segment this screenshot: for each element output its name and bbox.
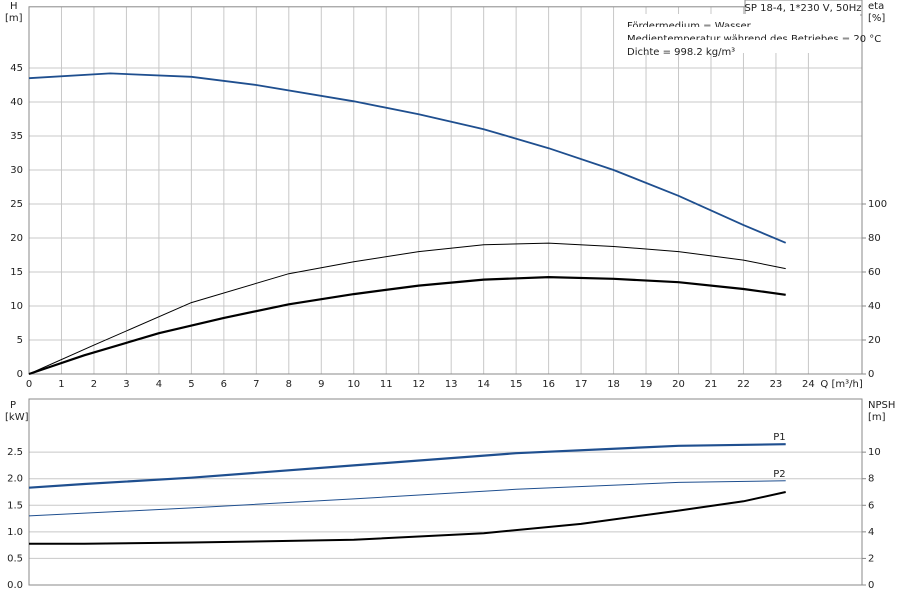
y2-tick-label: 4 [868,527,874,538]
y-tick-label: 25 [10,199,23,210]
x-tick-label: 8 [286,379,292,390]
y-tick-label: 0.5 [7,553,23,564]
x-tick-label: 14 [477,379,490,390]
curve [28,242,786,375]
y-tick-label: 0.0 [7,580,23,591]
y-tick-label: 0 [17,369,23,380]
x-tick-label: 0 [26,379,32,390]
y2-tick-label: 60 [868,267,881,278]
x-tick-label: 24 [802,379,815,390]
curve [28,443,786,489]
y2-tick-label: 8 [868,474,874,485]
y-tick-label: 2.5 [7,447,23,458]
x-tick-label: 9 [318,379,324,390]
plot-frame [28,6,863,375]
x-tick-label: 3 [123,379,129,390]
y2-tick-label: 6 [868,500,874,511]
x-tick-label: 4 [156,379,162,390]
series-label: P1 [773,432,785,443]
y-tick-label: 1.0 [7,527,23,538]
y2-axis-label: NPSH [868,400,895,411]
y-tick-label: 10 [10,301,23,312]
y-tick-label: 35 [10,131,23,142]
curve [28,276,786,376]
x-tick-label: 6 [221,379,227,390]
x-tick-label: 15 [510,379,523,390]
x-tick-label: 21 [705,379,718,390]
y2-axis-unit: [%] [868,13,885,24]
x-tick-label: 2 [91,379,97,390]
y2-tick-label: 2 [868,553,874,564]
x-tick-label: 22 [737,379,750,390]
x-tick-label: 18 [607,379,620,390]
y2-axis-unit: [m] [868,412,886,423]
y2-tick-label: 40 [868,301,881,312]
y-tick-label: 1.5 [7,500,23,511]
y2-tick-label: 0 [868,369,874,380]
y-tick-label: 40 [10,97,23,108]
y2-tick-label: 100 [868,199,887,210]
series-label: P2 [773,469,785,480]
x-tick-label: 1 [58,379,64,390]
x-tick-label: 13 [445,379,458,390]
x-tick-label: 16 [542,379,555,390]
y-axis-label: P [10,400,16,411]
plot-frame [28,398,863,586]
annotation: Dichte = 998.2 kg/m³ [627,47,735,58]
y-tick-label: 45 [10,63,23,74]
x-tick-label: 17 [575,379,588,390]
annotation: Medientemperatur während des Betriebes =… [627,34,881,45]
annotation: Fördermedium = Wasser [627,21,752,32]
x-axis-label: Q [m³/h] [820,379,862,390]
x-tick-label: 11 [380,379,393,390]
x-tick-label: 10 [347,379,360,390]
y2-axis-label: eta [868,1,884,12]
x-tick-label: 19 [640,379,653,390]
y2-tick-label: 10 [868,447,881,458]
y-axis-unit: [kW] [5,412,29,423]
curve [28,480,786,517]
chart-title: SP 18-4, 1*230 V, 50Hz [745,3,862,14]
y-tick-label: 30 [10,165,23,176]
curve [29,491,786,545]
y-tick-label: 5 [17,335,23,346]
x-tick-label: 20 [672,379,685,390]
y-tick-label: 2.0 [7,474,23,485]
y2-tick-label: 0 [868,580,874,591]
y-axis-label: H [10,1,18,12]
y2-tick-label: 20 [868,335,881,346]
x-tick-label: 5 [188,379,194,390]
x-tick-label: 12 [412,379,425,390]
annotation-bg [624,27,860,40]
y-tick-label: 15 [10,267,23,278]
curve [28,72,787,244]
x-tick-label: 7 [253,379,259,390]
y2-tick-label: 80 [868,233,881,244]
annotation-bg [624,14,860,27]
x-tick-label: 23 [770,379,783,390]
y-tick-label: 20 [10,233,23,244]
y-axis-unit: [m] [5,13,23,24]
annotation-bg [624,40,860,53]
